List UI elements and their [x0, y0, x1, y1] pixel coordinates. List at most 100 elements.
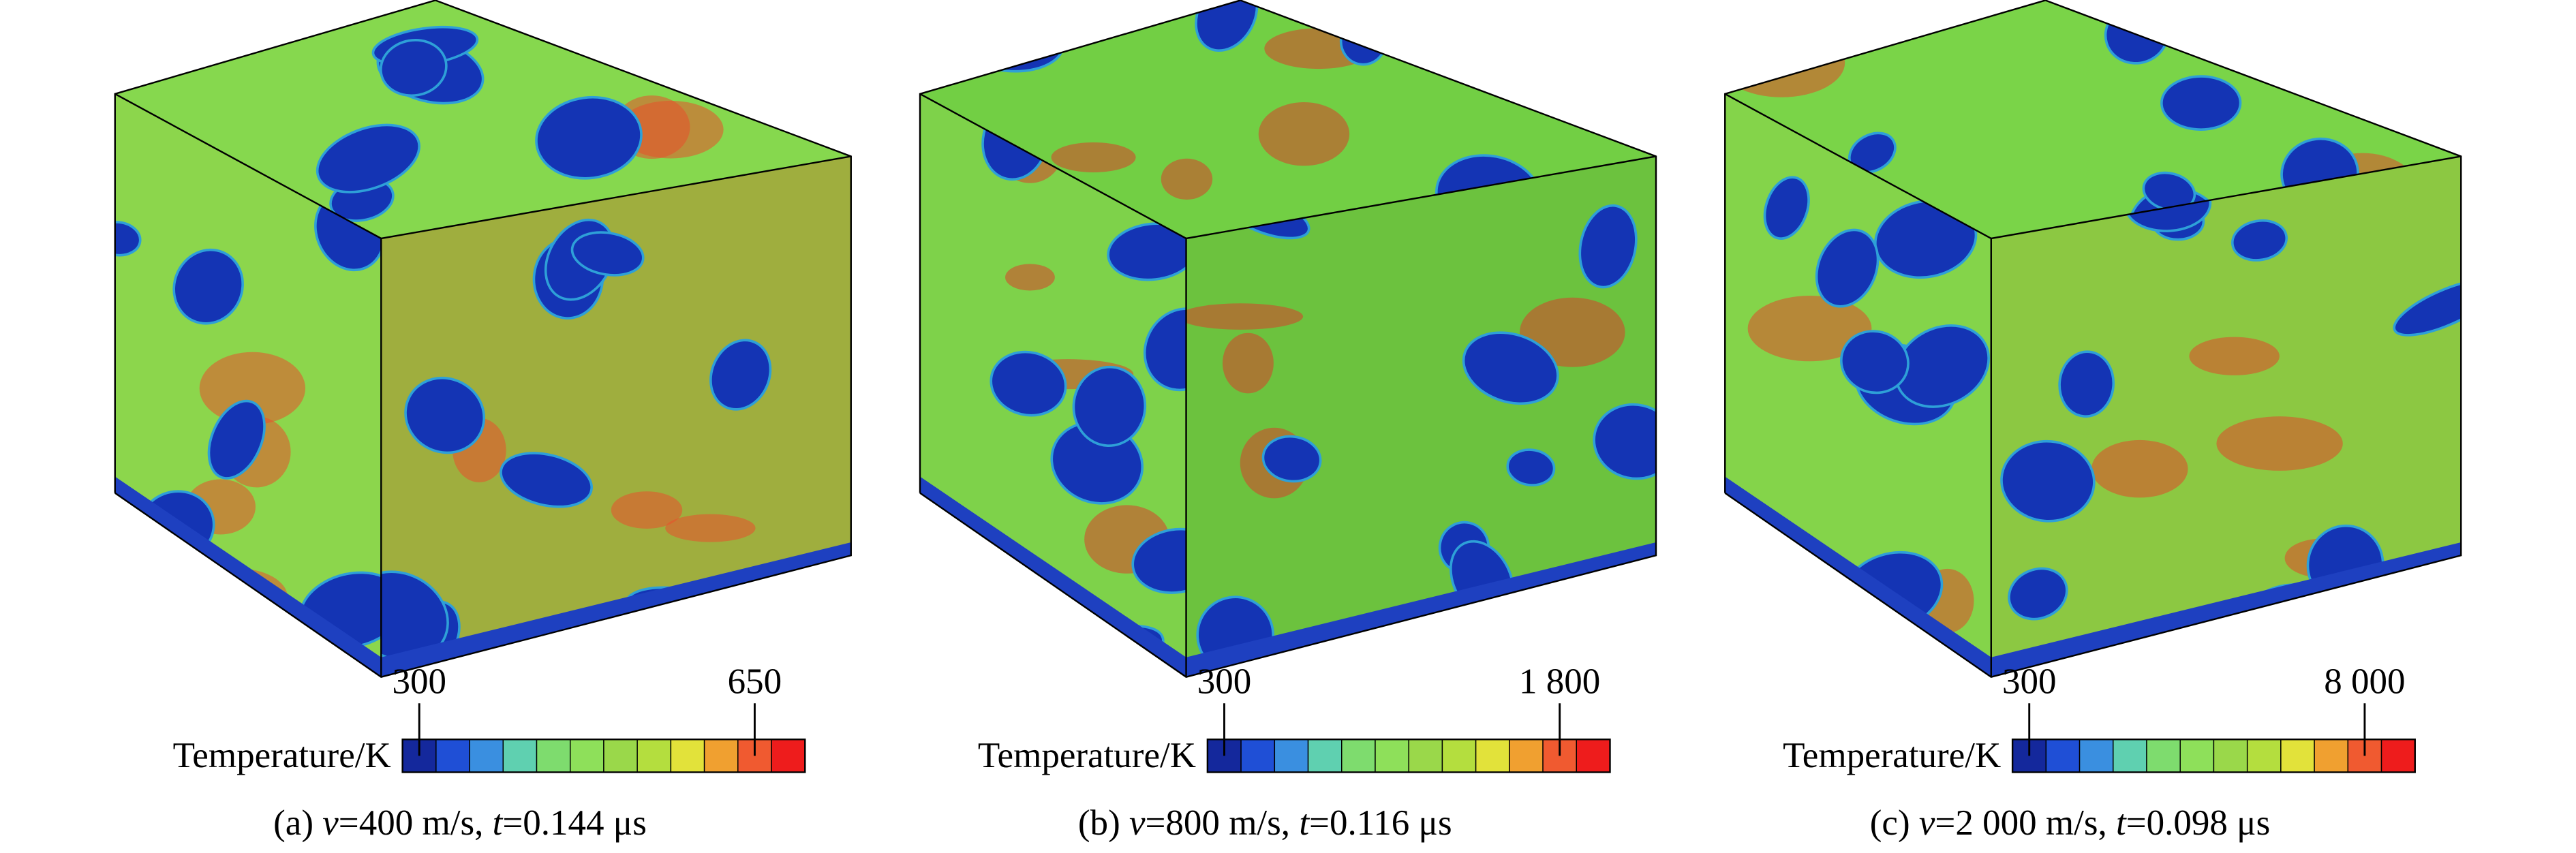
particle [1072, 365, 1147, 447]
colorbar-max-label: 8 000 [2324, 662, 2405, 702]
caption-part: (c) [1870, 803, 1919, 843]
cube-face [1725, 0, 2462, 238]
particle [2393, 279, 2462, 337]
particle [1261, 435, 1322, 483]
colorbar-swatch [637, 739, 672, 773]
colorbar-swatch [2045, 739, 2081, 773]
cube [919, 0, 1657, 678]
colorbar-max-label: 650 [728, 662, 782, 702]
hot-region [1747, 296, 1872, 362]
colorbar-swatch [1408, 739, 1443, 773]
colorbar-label: Temperature/K [1783, 736, 2001, 775]
particle [114, 641, 166, 677]
caption: (b) v=800 m/s, t=0.116 μs [1078, 803, 1452, 843]
particle [1741, 0, 1790, 46]
particle [1556, 0, 1606, 30]
hot-region [676, 27, 756, 89]
colorbar-swatch [2179, 739, 2215, 773]
particle [2000, 439, 2096, 523]
particle [1894, 324, 1990, 408]
colorbar-swatch [1509, 739, 1544, 773]
colorbar-frame [2011, 739, 2416, 773]
colorbar-swatch [2314, 739, 2349, 773]
caption-part: t [493, 803, 504, 843]
particle [669, 0, 749, 72]
particle [1578, 204, 1638, 289]
colorbar-label: Temperature/K [173, 736, 391, 775]
colorbar-swatch [2246, 739, 2282, 773]
colorbar-swatch [2146, 739, 2181, 773]
caption-part: =400 m/s, [339, 803, 493, 843]
particle [709, 339, 772, 411]
particle [1506, 448, 1556, 486]
particle [404, 376, 486, 454]
colorbar-min-label: 300 [1197, 662, 1252, 702]
hot-region [1005, 264, 1055, 291]
particle [535, 95, 643, 180]
bottom-band [381, 476, 851, 677]
hot-region [1161, 158, 1213, 200]
caption-part: =0.116 μs [1309, 803, 1452, 843]
hot-region [2216, 416, 2343, 471]
colorbar-swatch [502, 739, 538, 773]
particle [1107, 222, 1186, 281]
colorbar-swatch [1274, 739, 1309, 773]
cube [114, 0, 852, 678]
particle [585, 0, 673, 47]
colorbar-swatch [569, 739, 604, 773]
hot-region [2302, 29, 2411, 63]
colorbar-label: Temperature/K [978, 736, 1196, 775]
caption-part: =0.098 μs [2126, 803, 2271, 843]
particle [379, 39, 448, 97]
colorbar-min-label: 300 [2002, 662, 2057, 702]
particle [990, 350, 1067, 417]
caption-part: (b) [1078, 803, 1129, 843]
colorbar-swatch [1576, 739, 1611, 773]
particle [1131, 527, 1186, 594]
bottom-band [1186, 476, 1656, 677]
particle [2008, 567, 2068, 621]
caption-part: =800 m/s, [1146, 803, 1300, 843]
colorbar-swatch [1375, 739, 1409, 773]
field [1186, 195, 1656, 677]
caption-part: v [322, 803, 339, 843]
particle [2401, 48, 2457, 85]
particle [1763, 176, 1810, 240]
colorbar-swatch [435, 739, 470, 773]
caption-part: (a) [273, 803, 322, 843]
caption-part: v [1129, 803, 1146, 843]
particle [120, 544, 169, 600]
hot-region [2091, 439, 2188, 498]
cube [1724, 0, 2462, 678]
particle [2160, 75, 2242, 131]
colorbar-swatch [1341, 739, 1376, 773]
hot-region [199, 352, 306, 425]
cube-face [381, 156, 851, 677]
caption-part: =2 000 m/s, [1935, 803, 2116, 843]
particle [730, 0, 793, 47]
hot-region [665, 514, 756, 542]
particle [381, 570, 449, 662]
colorbar-swatch [536, 739, 571, 773]
particle [1462, 331, 1559, 405]
particle [1815, 228, 1880, 308]
colorbar-max-label: 1 800 [1519, 662, 1600, 702]
bottom-band [1991, 476, 2462, 677]
colorbar-swatch [2079, 739, 2114, 773]
hot-region [1186, 303, 1304, 330]
particle [316, 123, 420, 193]
caption: (a) v=400 m/s, t=0.144 μs [273, 803, 647, 843]
colorbar-frame [401, 739, 806, 773]
particle [172, 248, 244, 325]
particle [1578, 0, 1656, 41]
hot-region [617, 100, 724, 159]
bottom-band [114, 476, 382, 677]
particle [1606, 63, 1656, 140]
hot-region [1051, 142, 1136, 172]
colorbar-swatch [703, 739, 739, 773]
colorbar-swatch [771, 739, 806, 773]
